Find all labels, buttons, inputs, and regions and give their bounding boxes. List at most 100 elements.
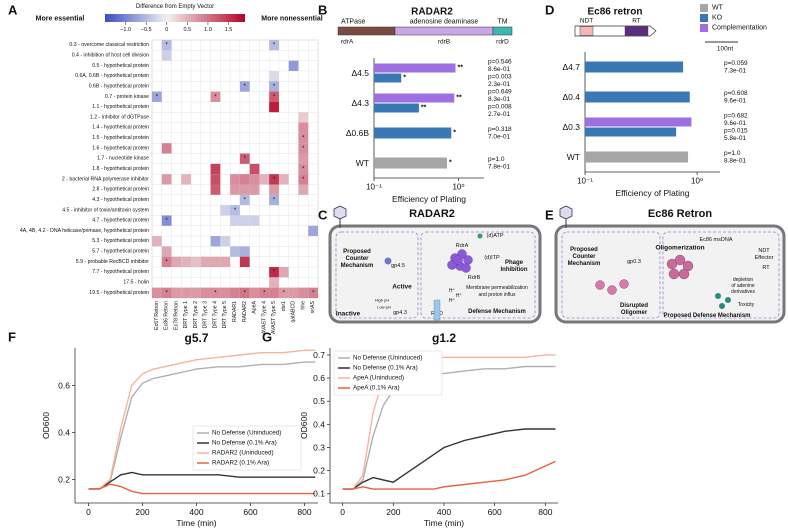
colorbar-tick-label: 1.5 (225, 27, 233, 33)
significance-label: * (273, 43, 276, 49)
row-label: 5.3 - hypothetical protein (92, 238, 149, 244)
bar (374, 157, 447, 169)
heatmap-cell (298, 153, 309, 164)
diagram-label: High pH (375, 298, 390, 303)
row-label: 7.7 - hypothetical protein (92, 269, 149, 275)
heatmap-cell (239, 174, 250, 185)
heatmap-cell (181, 287, 192, 298)
row-label: 5.9 - probable RecBCD inhibitor (76, 259, 150, 265)
heatmap-cell (161, 215, 172, 226)
heatmap-cell (239, 184, 250, 195)
membrane-channel (433, 299, 441, 321)
significance-label: * (273, 197, 276, 203)
heatmap-cell (259, 174, 270, 185)
heatmap-cell (249, 163, 260, 175)
p-value-annotation: 2.7e-01 (488, 111, 510, 118)
diagram-label: and proton influx (479, 292, 516, 298)
gene-domain-label: adenosine deaminase (410, 19, 479, 26)
diagram-title: RADAR2 (409, 208, 455, 220)
row-label: 5.7 - hypothetical protein (92, 249, 149, 255)
series-line (342, 428, 556, 490)
diagram-label: Counter (573, 254, 597, 260)
p-value-annotation: 7.8e-01 (488, 163, 510, 170)
significance-label: * (244, 290, 247, 296)
legend-label: ApeA (0.1% Ara) (353, 385, 400, 392)
significance-label: * (273, 94, 276, 100)
x-axis-label: Time (min) (176, 518, 216, 528)
panel-label: D (545, 3, 554, 18)
chart-title: Ec86 retron (587, 7, 642, 18)
diagram-title: Ec86 Retron (648, 208, 712, 220)
metabolite (477, 233, 483, 239)
heatmap-cell (210, 91, 221, 102)
heatmap-cell (161, 287, 172, 298)
colorbar-tick-label: −1.0 (120, 27, 131, 33)
bar (585, 91, 690, 103)
column-label: DRT Type 2 (193, 301, 199, 329)
p-value-annotation: 7.3e-01 (724, 67, 746, 74)
diagram-label: derivatives (731, 289, 755, 295)
heatmap-cell (191, 256, 201, 268)
row-label: 4.3 - hypothetical protein (92, 197, 149, 203)
bar (585, 127, 677, 137)
heatmap-cell (230, 184, 240, 195)
significance-label: * (302, 167, 305, 173)
row-label: 4.7 - hypothetical protein (92, 218, 149, 224)
row-label: 0.5 - hypothetical protein (92, 63, 149, 69)
heatmap-cell (200, 287, 211, 298)
p-value-annotation: 8.8e-01 (724, 157, 746, 164)
metabolite (719, 303, 725, 309)
y-tick-label: 0.6 (58, 381, 70, 391)
row-label: 1.4 - hypothetical protein (92, 125, 149, 131)
row-label: 1.5 - hypothetical protein (92, 135, 149, 141)
category-label: Δ0.4 (563, 92, 581, 102)
diagram-label: (d)ATP (486, 233, 503, 239)
heatmap-cell (298, 132, 309, 144)
legend-label: No Defense (0.1% Ara) (212, 440, 277, 447)
heatmap-cell (308, 225, 318, 237)
scale-bar-label: 100nt (717, 46, 733, 53)
row-label: 2 - bacterial RNA polymerase inhibitor (62, 176, 149, 182)
heatmap-cell (308, 287, 318, 298)
heatmap-cell (152, 236, 162, 247)
row-label: 1.7 - nucleotide kinase (97, 156, 149, 162)
column-label: AVAST Type 4 (261, 301, 267, 334)
category-label: Δ4.3 (352, 98, 370, 108)
column-label: DRT Type 5 (222, 301, 228, 329)
gp-protein (384, 257, 392, 265)
legend-label: No Defense (0.1% Ara) (353, 365, 418, 372)
x-tick-label: 200 (386, 507, 400, 517)
x-tick-label: 0 (86, 507, 91, 517)
heatmap-cell (249, 215, 260, 226)
category-label: Δ4.5 (352, 68, 370, 78)
column-label: dsr1 (281, 301, 287, 311)
gene-block (394, 26, 494, 36)
series-line (88, 361, 316, 490)
heatmap-cell (239, 194, 250, 206)
column-label: DRT Type 4 (212, 301, 218, 329)
heatmap-cell (239, 256, 250, 268)
significance-label: * (244, 197, 247, 203)
x-tick-label: 0 (340, 507, 345, 517)
diagram-label: gp4.3 (393, 310, 407, 316)
p-value-annotation: p=0.008 (488, 103, 512, 110)
heatmap-cell (269, 277, 279, 288)
significance-label: * (214, 290, 217, 296)
heatmap-cell (210, 184, 221, 195)
legend-box (333, 350, 443, 396)
diagram-label: Ec86 msDNA (699, 237, 732, 243)
legend-label: RADAR2 (0.1% Ara) (212, 460, 269, 467)
x-tick-label: 600 (488, 507, 502, 517)
heatmap-cell (249, 184, 260, 195)
p-value-annotation: 8.3e-01 (488, 96, 510, 103)
diagram-label: RdrA (456, 243, 469, 249)
p-value-annotation: p=1.0 (724, 150, 741, 157)
heatmap-cell (269, 91, 279, 102)
column-label: Ec78 Retron (173, 301, 179, 330)
column-label: DRT Type 3 (203, 301, 209, 329)
legend-label: No Defense (Uninduced) (353, 355, 422, 362)
bar (374, 63, 456, 73)
p-value-annotation: p=0.318 (488, 126, 512, 133)
heatmap-cell (210, 287, 221, 298)
heatmap-cell (230, 174, 240, 185)
